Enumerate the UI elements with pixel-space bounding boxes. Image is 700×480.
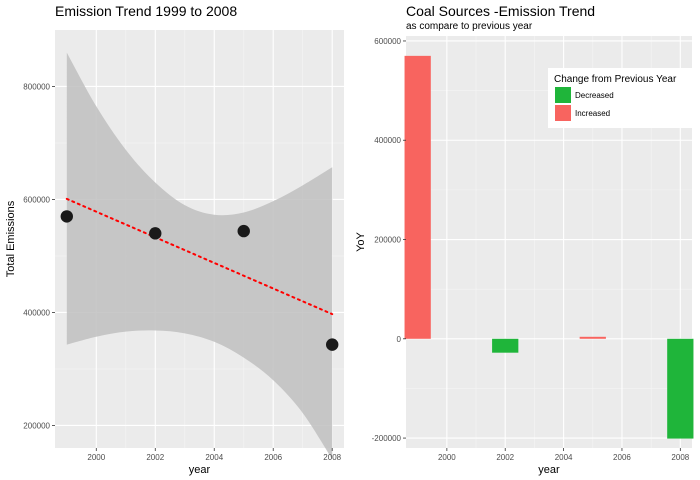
legend-key-decreased (555, 87, 571, 103)
legend-label-decreased: Decreased (575, 91, 614, 100)
x-tick-label: 2006 (264, 453, 282, 462)
left-x-axis-label: year (189, 464, 211, 476)
y-tick-label: 600000 (374, 37, 401, 46)
right-chart: Coal Sources -Emission Trend as compare … (355, 3, 694, 476)
legend-key-increased (555, 105, 571, 121)
x-tick-label: 2002 (146, 453, 164, 462)
right-chart-title: Coal Sources -Emission Trend (406, 3, 595, 19)
x-tick-label: 2004 (205, 453, 223, 462)
y-tick-label: 400000 (23, 308, 50, 317)
left-chart-title: Emission Trend 1999 to 2008 (55, 3, 237, 19)
right-y-axis-label: YoY (355, 231, 367, 251)
data-point (326, 338, 339, 351)
right-chart-subtitle: as compare to previous year (406, 21, 533, 32)
x-tick-label: 2000 (87, 453, 105, 462)
x-tick-label: 2002 (496, 453, 514, 462)
legend-title: Change from Previous Year (554, 74, 677, 85)
legend-box (548, 68, 694, 128)
x-tick-label: 2006 (613, 453, 631, 462)
left-y-axis-label: Total Emissions (5, 200, 17, 277)
x-tick-label: 2000 (438, 453, 456, 462)
y-tick-label: 200000 (23, 421, 50, 430)
y-tick-label: 800000 (23, 82, 50, 91)
bar-decreased (492, 338, 519, 353)
data-point (237, 224, 250, 238)
left-points (60, 210, 339, 351)
bar-increased (579, 336, 606, 339)
right-y-ticks: -200000 0 200000 400000 600000 (372, 37, 406, 443)
x-tick-label: 2008 (323, 453, 341, 462)
left-x-ticks: 2000 2002 2004 2006 2008 (87, 448, 342, 462)
bar-decreased (667, 338, 694, 439)
x-tick-label: 2008 (671, 453, 689, 462)
y-tick-label: -200000 (372, 434, 402, 443)
left-y-ticks: 200000 400000 600000 800000 (23, 82, 55, 430)
data-point (149, 227, 162, 240)
right-bars (404, 55, 694, 439)
x-tick-label: 2004 (555, 453, 573, 462)
right-x-axis-label: year (538, 464, 560, 476)
legend: Change from Previous Year Decreased Incr… (548, 68, 694, 128)
left-chart: Emission Trend 1999 to 2008 2000 2002 2004… (5, 3, 344, 476)
y-tick-label: 200000 (374, 236, 401, 245)
y-tick-label: 400000 (374, 136, 401, 145)
right-x-ticks: 2000 2002 2004 2006 2008 (438, 448, 690, 462)
data-point (60, 210, 73, 223)
y-tick-label: 600000 (23, 195, 50, 204)
legend-label-increased: Increased (575, 109, 610, 118)
y-tick-label: 0 (397, 335, 402, 344)
trend-line (65, 197, 334, 316)
bar-increased (404, 55, 431, 339)
